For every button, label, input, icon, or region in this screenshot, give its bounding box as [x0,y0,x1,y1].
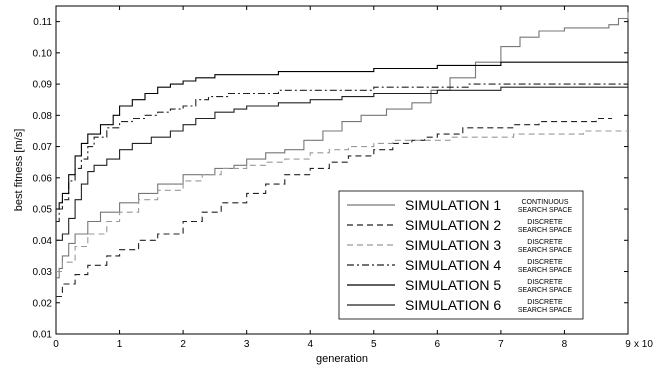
y-tick-label: 0.03 [33,267,53,278]
x-tick-label: 3 [244,339,250,350]
y-tick-label: 0.02 [33,298,53,309]
legend-sublabel-top: DISCRETE [527,259,563,266]
series-line-2 [56,117,613,298]
legend-sublabel-top: DISCRETE [527,219,563,226]
legend-sublabel-bottom: SEARCH SPACE [518,207,573,214]
y-tick-label: 0.07 [33,142,53,153]
x-tick-label: 6 [435,339,441,350]
legend-box [338,190,584,320]
series-line-3 [56,130,628,273]
x-axis-label: generation [316,353,368,365]
legend-sublabel-top: CONTINUOUS [521,199,568,206]
legend-sublabel-bottom: SEARCH SPACE [518,227,573,234]
y-tick-label: 0.08 [33,111,53,122]
legend-sublabel-bottom: SEARCH SPACE [518,287,573,294]
y-axis-label: best fitness [m/s] [13,129,25,212]
x-tick-label: 4 [307,339,313,350]
legend-sublabel-top: DISCRETE [527,279,563,286]
legend-sublabel-bottom: SEARCH SPACE [518,307,573,314]
series-line-6 [56,86,628,241]
series-lines [56,12,629,298]
legend-label: SIMULATION 5 [405,277,501,293]
series-line-4 [56,83,628,223]
legend-label: SIMULATION 6 [405,297,501,313]
y-tick-label: 0.10 [33,48,53,59]
y-tick-label: 0.11 [33,17,52,28]
y-tick-label: 0.01 [33,330,53,341]
legend-sublabel-bottom: SEARCH SPACE [518,247,573,254]
x-tick-label: 1 [117,339,123,350]
x-tick-label: 0 [53,339,59,350]
y-tick-label: 0.09 [33,80,53,91]
legend-label: SIMULATION 1 [405,197,501,213]
x-tick-label: 9 [625,339,631,350]
y-tick-label: 0.05 [33,205,53,216]
y-tick-label: 0.06 [33,173,53,184]
legend-label: SIMULATION 3 [405,237,501,253]
legend-sublabel-top: DISCRETE [527,239,563,246]
x-tick-label: 7 [498,339,504,350]
legend-label: SIMULATION 2 [405,217,501,233]
series-line-1 [56,12,629,279]
legend-label: SIMULATION 4 [405,257,501,273]
y-axis-ticks: 0.01 0.02 0.03 0.04 0.05 0.06 0.07 0.08 0.09 0.10… [33,17,628,341]
x-tick-label: 2 [180,339,186,350]
x-axis-multiplier: x 10 [634,339,653,350]
x-tick-label: 8 [562,339,568,350]
y-tick-label: 0.04 [33,236,53,247]
legend-sublabel-bottom: SEARCH SPACE [518,267,573,274]
series-line-5 [56,61,628,210]
x-axis-ticks: 0 1 2 3 4 5 6 7 8 9 [53,6,631,350]
legend-sublabel-top: DISCRETE [527,299,563,306]
x-tick-label: 5 [371,339,377,350]
